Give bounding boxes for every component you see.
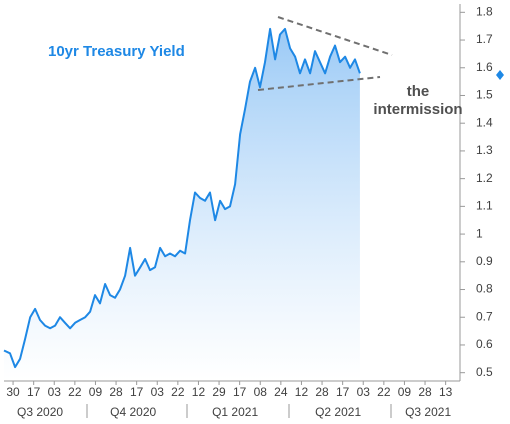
y-tick-label: 0.9 (476, 254, 493, 268)
y-tick-label: 0.8 (476, 282, 493, 296)
annotation: the intermission (373, 83, 462, 118)
y-tick-label: 1.4 (476, 115, 493, 129)
x-tick-label: 12 (192, 385, 206, 399)
y-tick-label: 0.7 (476, 309, 493, 323)
x-tick-label: 28 (418, 385, 432, 399)
trend-line (257, 76, 381, 91)
y-tick-label: 1 (476, 226, 483, 240)
x-tick-label: 22 (171, 385, 185, 399)
x-tick-label: 17 (233, 385, 247, 399)
x-tick-label: 29 (212, 385, 226, 399)
y-tick-label: 1.1 (476, 199, 493, 213)
x-tick-label: 03 (151, 385, 165, 399)
quarter-label: Q4 2020 (110, 405, 156, 419)
y-tick-label: 1.2 (476, 171, 493, 185)
y-tick-label: 1.6 (476, 60, 493, 74)
x-tick-label: 24 (274, 385, 288, 399)
y-tick-label: 0.6 (476, 337, 493, 351)
x-tick-label: 12 (295, 385, 309, 399)
x-tick-label: 09 (89, 385, 103, 399)
x-tick-label: 03 (357, 385, 371, 399)
x-tick-label: 22 (68, 385, 82, 399)
quarter-label: Q3 2020 (17, 405, 63, 419)
x-tick-label: 30 (6, 385, 20, 399)
quarter-label: Q1 2021 (212, 405, 258, 419)
trend-line (277, 16, 393, 56)
quarter-label: Q3 2021 (405, 405, 451, 419)
x-tick-label: 08 (254, 385, 268, 399)
x-tick-label: 28 (315, 385, 329, 399)
y-tick-label: 1.5 (476, 88, 493, 102)
y-tick-label: 1.7 (476, 32, 493, 46)
x-tick-label: 09 (398, 385, 412, 399)
chart-title: 10yr Treasury Yield (48, 43, 185, 60)
y-tick-label: 0.5 (476, 365, 493, 379)
x-tick-label: 17 (336, 385, 350, 399)
x-tick-label: 17 (130, 385, 144, 399)
x-tick-label: 22 (377, 385, 391, 399)
x-tick-label: 17 (27, 385, 41, 399)
x-tick-label: 28 (109, 385, 123, 399)
area-fill (4, 28, 360, 382)
x-tick-label: 13 (439, 385, 453, 399)
y-tick-label: 1.8 (476, 4, 493, 18)
y-tick-label: 1.3 (476, 143, 493, 157)
quarter-label: Q2 2021 (315, 405, 361, 419)
yield-line (3, 27, 361, 369)
last-value-marker (496, 70, 504, 80)
x-tick-label: 03 (48, 385, 62, 399)
